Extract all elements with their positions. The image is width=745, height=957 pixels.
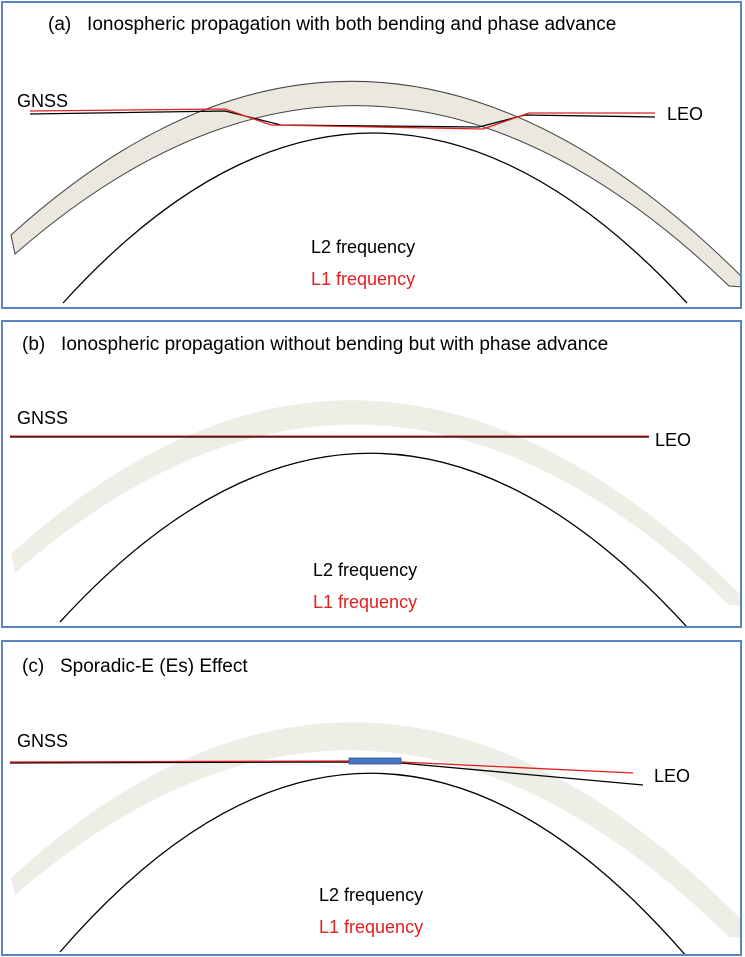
diagram-b	[10, 400, 740, 626]
earth-surface	[59, 452, 687, 626]
panel-c: (c) Sporadic-E (Es) Effect GNSS LEO L2 f…	[1, 640, 742, 956]
ionosphere-layer	[10, 80, 740, 288]
l1-ray-path	[29, 108, 655, 130]
earth-surface	[59, 772, 686, 954]
diagram-a	[10, 80, 740, 304]
panel-title: (b) Ionospheric propagation without bend…	[22, 334, 609, 355]
panel-title: (a) Ionospheric propagation with both be…	[48, 14, 617, 35]
l2-frequency-label: L2 frequency	[313, 560, 418, 580]
gnss-label: GNSS	[17, 91, 69, 111]
diagram-c	[9, 722, 740, 954]
gnss-label: GNSS	[17, 731, 69, 751]
sporadic-e-layer	[348, 757, 402, 765]
ionosphere-layer	[11, 722, 740, 938]
l1-frequency-label: L1 frequency	[311, 269, 416, 289]
l1-frequency-label: L1 frequency	[319, 917, 424, 937]
leo-label: LEO	[655, 430, 692, 450]
panel-b: (b) Ionospheric propagation without bend…	[1, 320, 742, 628]
leo-label: LEO	[667, 104, 704, 124]
panel-a: (a) Ionospheric propagation with both be…	[1, 1, 742, 309]
gnss-label: GNSS	[17, 408, 69, 428]
earth-surface	[62, 132, 688, 304]
l2-frequency-label: L2 frequency	[311, 237, 416, 257]
l2-frequency-label: L2 frequency	[319, 885, 424, 905]
l2-ray-path	[29, 110, 656, 128]
l1-frequency-label: L1 frequency	[313, 592, 418, 612]
ionosphere-layer	[11, 400, 740, 606]
panel-title: (c) Sporadic-E (Es) Effect	[22, 656, 248, 677]
leo-label: LEO	[654, 766, 691, 786]
